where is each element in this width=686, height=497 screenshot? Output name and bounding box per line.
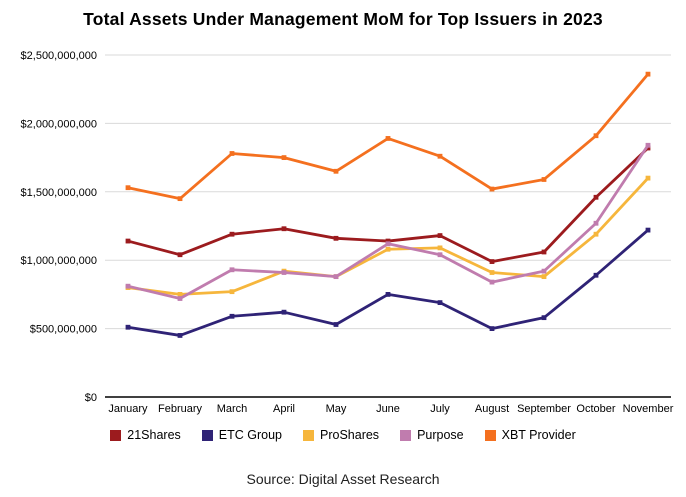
legend-swatch-proshares bbox=[303, 429, 314, 441]
data-point bbox=[385, 246, 391, 252]
legend-item-etc-group: ETC Group bbox=[201, 428, 282, 442]
data-point bbox=[593, 194, 599, 200]
data-point bbox=[177, 292, 183, 297]
data-point bbox=[229, 289, 235, 295]
x-axis-tick-label: July bbox=[430, 403, 450, 415]
chart-title: Total Assets Under Management MoM for To… bbox=[83, 9, 603, 29]
legend-item-proshares: ProShares bbox=[303, 428, 379, 442]
data-point bbox=[281, 270, 287, 275]
data-point bbox=[385, 241, 391, 247]
legend-swatch-21shares bbox=[110, 429, 122, 441]
data-point bbox=[593, 133, 599, 139]
x-axis-tick-label: April bbox=[273, 403, 295, 415]
source-caption: Source: Digital Asset Research bbox=[246, 471, 440, 487]
data-point bbox=[229, 231, 235, 237]
data-point bbox=[437, 233, 443, 238]
data-point bbox=[125, 283, 131, 289]
data-point bbox=[281, 226, 287, 232]
data-point bbox=[281, 309, 287, 315]
data-point bbox=[645, 142, 651, 148]
x-axis-tick-label: September bbox=[517, 403, 571, 415]
data-point bbox=[125, 324, 131, 330]
x-axis-tick-label: August bbox=[475, 403, 509, 415]
data-point bbox=[645, 227, 651, 233]
legend-item-purpose: Purpose bbox=[400, 428, 464, 442]
data-point bbox=[385, 292, 391, 297]
data-point bbox=[281, 155, 287, 160]
data-point bbox=[333, 235, 339, 241]
x-axis-tick-label: January bbox=[108, 403, 148, 415]
data-point bbox=[645, 175, 651, 181]
y-axis-tick-label: $2,000,000,000 bbox=[21, 118, 97, 130]
x-axis-tick-label: March bbox=[217, 403, 248, 415]
legend-label: ETC Group bbox=[218, 428, 282, 442]
data-point bbox=[541, 268, 547, 274]
y-axis-tick-label: $1,500,000,000 bbox=[21, 187, 97, 199]
line-chart-svg: $0 $500,000,000 $1,000,000,000 $1,500,000,0… bbox=[21, 50, 674, 415]
x-axis-tick-label: October bbox=[576, 403, 615, 415]
legend-item-21shares: 21Shares bbox=[110, 428, 181, 442]
data-point bbox=[541, 315, 547, 321]
x-axis-tick-label: February bbox=[158, 403, 203, 415]
legend-label: Purpose bbox=[417, 428, 464, 442]
legend-label: ProShares bbox=[320, 428, 380, 442]
data-point bbox=[125, 185, 131, 191]
data-point bbox=[437, 300, 443, 306]
data-point bbox=[541, 177, 547, 182]
legend-swatch-purpose bbox=[400, 429, 412, 441]
data-point bbox=[489, 270, 495, 275]
data-point bbox=[489, 186, 495, 192]
legend-label: XBT Provider bbox=[501, 428, 576, 442]
y-axis-tick-label: $2,500,000,000 bbox=[21, 50, 97, 62]
legend-label: 21Shares bbox=[127, 428, 181, 442]
x-axis-tick-label: June bbox=[376, 403, 400, 415]
data-point bbox=[437, 245, 443, 251]
series-line-purpose bbox=[126, 143, 650, 300]
data-point bbox=[437, 252, 443, 258]
data-point bbox=[593, 272, 599, 278]
legend-swatch-xbt-provider bbox=[484, 429, 496, 441]
data-point bbox=[437, 153, 443, 159]
y-axis-tick-label: $500,000,000 bbox=[30, 324, 97, 336]
data-point bbox=[593, 220, 599, 226]
data-point bbox=[333, 168, 339, 174]
legend-swatch-etc-group bbox=[201, 429, 213, 441]
data-point bbox=[489, 259, 495, 264]
data-point bbox=[229, 313, 235, 319]
legend: 21Shares ETC Group ProShares Purpose XBT Pro… bbox=[0, 428, 686, 442]
data-point bbox=[177, 196, 183, 202]
data-point bbox=[541, 249, 547, 255]
x-axis-tick-label: May bbox=[326, 403, 347, 415]
y-axis-tick-label: $1,000,000,000 bbox=[21, 255, 97, 267]
data-point bbox=[333, 274, 339, 280]
data-point bbox=[125, 238, 131, 244]
data-point bbox=[385, 238, 391, 244]
data-point bbox=[177, 296, 183, 301]
data-point bbox=[229, 267, 235, 273]
data-point bbox=[541, 274, 547, 280]
data-point bbox=[229, 151, 235, 156]
data-point bbox=[489, 326, 495, 331]
data-point bbox=[333, 322, 339, 327]
data-point bbox=[645, 71, 651, 77]
legend-item-xbt-provider: XBT Provider bbox=[484, 428, 576, 442]
data-point bbox=[177, 252, 183, 258]
data-point bbox=[385, 136, 391, 141]
series-line-proshares bbox=[126, 176, 650, 296]
x-axis-tick-label: November bbox=[623, 403, 674, 415]
data-point bbox=[593, 231, 599, 237]
data-point bbox=[177, 333, 183, 338]
data-point bbox=[645, 145, 651, 151]
data-point bbox=[489, 279, 495, 285]
y-axis-tick-label: $0 bbox=[85, 392, 97, 404]
